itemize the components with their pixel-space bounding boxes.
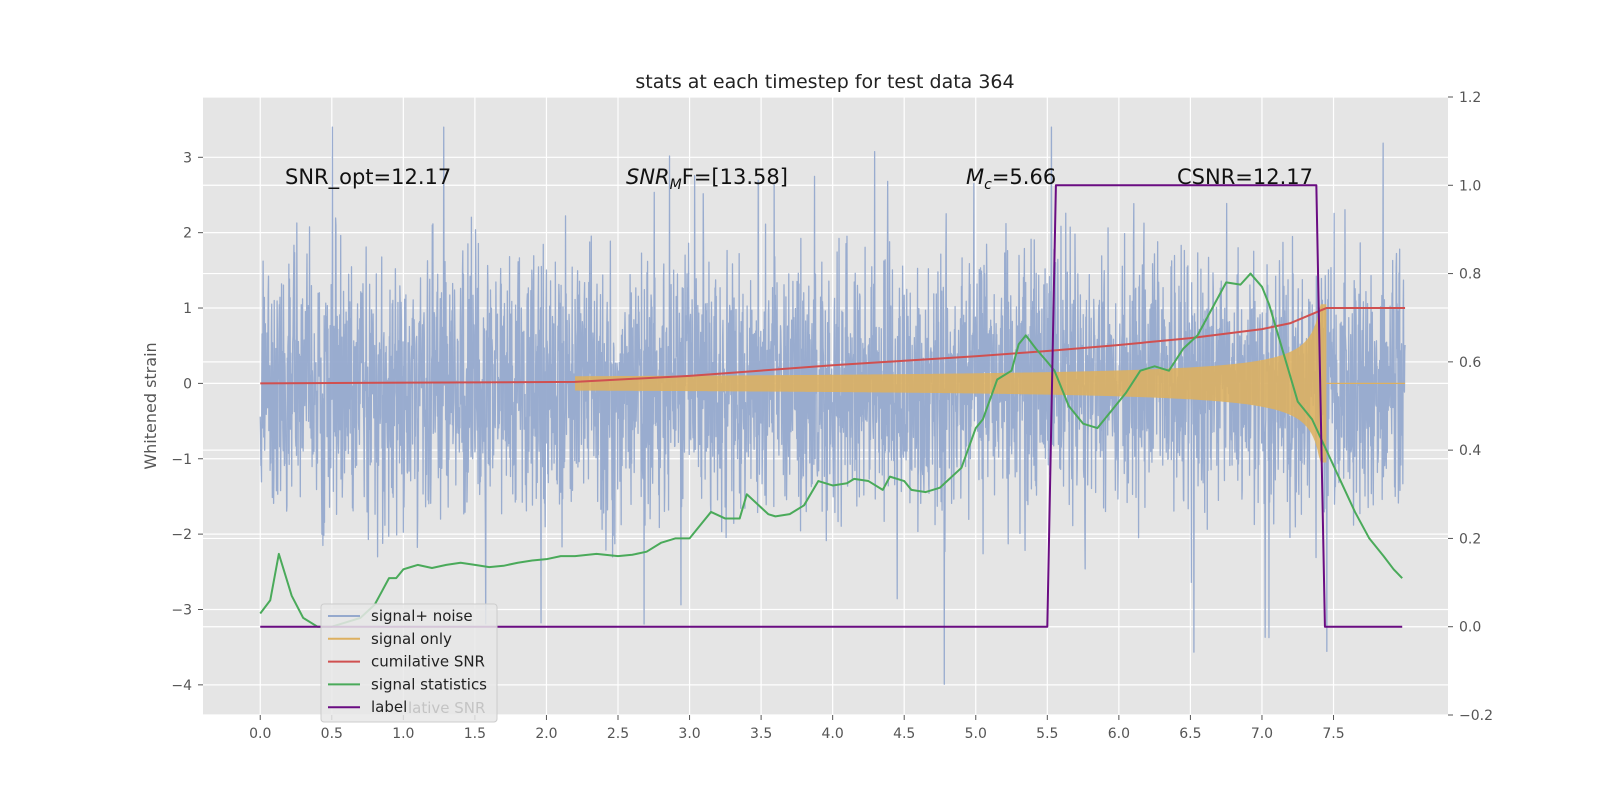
y2-tick-label: 0.8 bbox=[1459, 267, 1481, 283]
y2-tick-label: 0.2 bbox=[1459, 531, 1481, 547]
y2-tick-label: 1.0 bbox=[1459, 178, 1481, 194]
annotation-mc-sub: c bbox=[984, 177, 992, 193]
annotations: SNR_opt=12.17 SNRMF=[13.58] Mc=5.66 CSNR… bbox=[285, 165, 1313, 193]
annotation-snr-mf-sub: M bbox=[670, 177, 682, 193]
y2-tick-label: 0.0 bbox=[1459, 620, 1481, 636]
legend-label: signal+ noise bbox=[371, 607, 473, 625]
x-tick-label: 1.0 bbox=[392, 726, 414, 742]
annotation-snr-mf: SNRMF=[13.58] bbox=[626, 165, 788, 193]
y2-tick-label: 0.6 bbox=[1459, 355, 1481, 371]
plot-content bbox=[259, 126, 1406, 685]
annotation-snr-mf-main: SNR bbox=[626, 165, 670, 189]
x-tick-label: 7.5 bbox=[1322, 726, 1344, 742]
x-tick-label: 7.0 bbox=[1251, 726, 1273, 742]
y-tick-label: −2 bbox=[171, 527, 192, 543]
annotation-mc-rest: =5.66 bbox=[992, 165, 1056, 189]
x-tick-label: 6.5 bbox=[1179, 726, 1201, 742]
y-axis-label: Whitened strain bbox=[141, 342, 160, 469]
y2-tick-label: 0.4 bbox=[1459, 443, 1481, 459]
line-label bbox=[260, 184, 1403, 628]
line-signal-statistics bbox=[259, 272, 1403, 628]
x-tick-label: 5.0 bbox=[965, 726, 987, 742]
x-tick-label: 2.5 bbox=[607, 726, 629, 742]
x-tick-label: 2.0 bbox=[535, 726, 557, 742]
series-signal-noise bbox=[259, 126, 1406, 685]
annotation-mc-main: M bbox=[966, 165, 984, 189]
x-tick-label: 6.0 bbox=[1108, 726, 1130, 742]
x-tick-label: 0.5 bbox=[321, 726, 343, 742]
y2-tick-label: 1.2 bbox=[1459, 90, 1481, 106]
y-tick-label: 2 bbox=[183, 226, 192, 242]
y2-tick-label: −0.2 bbox=[1459, 708, 1493, 724]
legend: lative SNR signal+ noise signal only cumil… bbox=[320, 603, 498, 723]
annotation-csnr: CSNR=12.17 bbox=[1177, 165, 1313, 189]
y-tick-label: 1 bbox=[183, 301, 192, 317]
annotation-snr-mf-rest: F=[13.58] bbox=[682, 165, 788, 189]
chart-title: stats at each timestep for test data 364 bbox=[635, 71, 1014, 93]
annotation-snr-opt: SNR_opt=12.17 bbox=[285, 165, 451, 190]
legend-label: signal statistics bbox=[371, 675, 487, 693]
x-tick-label: 0.0 bbox=[249, 726, 271, 742]
y-tick-label: −1 bbox=[171, 452, 192, 468]
x-tick-label: 3.5 bbox=[750, 726, 772, 742]
x-tick-label: 3.0 bbox=[678, 726, 700, 742]
legend-label: cumilative SNR bbox=[371, 653, 485, 671]
x-tick-label: 5.5 bbox=[1036, 726, 1058, 742]
y-tick-label: 3 bbox=[183, 150, 192, 166]
legend-label: signal only bbox=[371, 630, 452, 648]
axis-ticks: 0.0 0.5 1.0 1.5 2.0 2.5 3.0 3.5 4.0 4.5 5.0 5.5 6.0 6… bbox=[171, 90, 1493, 742]
legend-ghost-text: lative SNR bbox=[408, 699, 485, 717]
x-tick-label: 4.5 bbox=[893, 726, 915, 742]
series-signal-only bbox=[575, 304, 1406, 463]
line-signal-noise bbox=[259, 126, 1406, 685]
x-tick-label: 4.0 bbox=[822, 726, 844, 742]
y-tick-label: −4 bbox=[171, 678, 192, 694]
y-tick-label: 0 bbox=[183, 376, 192, 392]
x-tick-label: 1.5 bbox=[464, 726, 486, 742]
annotation-mc: Mc=5.66 bbox=[966, 165, 1056, 193]
series-lines bbox=[259, 184, 1406, 628]
legend-box bbox=[320, 603, 498, 723]
line-cumilative-snr bbox=[260, 307, 1406, 385]
y-tick-label: −3 bbox=[171, 602, 192, 618]
legend-label: label bbox=[371, 698, 407, 716]
area-signal-only bbox=[575, 304, 1327, 463]
